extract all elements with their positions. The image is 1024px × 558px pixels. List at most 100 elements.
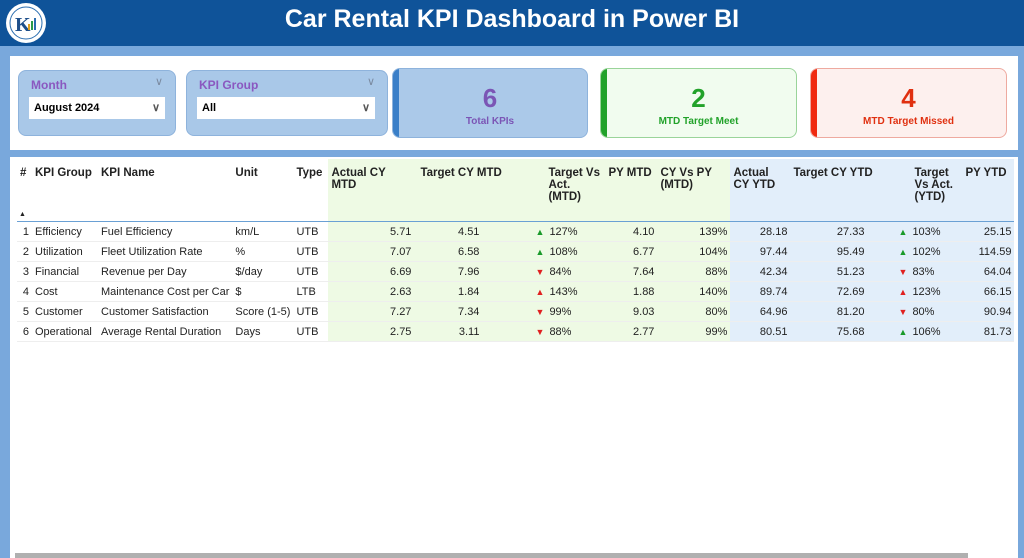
- triangle-up-icon: ▲: [898, 326, 908, 337]
- month-slicer: Month ∨ August 2024 ∨: [18, 70, 176, 136]
- kpi-group-dropdown[interactable]: All ∨: [197, 97, 375, 119]
- cell-acy-ytd: 42.34: [730, 261, 791, 282]
- column-header[interactable]: Target CY MTD: [414, 159, 528, 222]
- triangle-up-icon: ▲: [535, 226, 545, 237]
- cell-value: 88%: [549, 325, 572, 338]
- cell-tcy-mtd: 4.51: [414, 221, 528, 242]
- column-header[interactable]: Unit: [232, 159, 294, 222]
- kpi-table-panel: # ▲ KPI Group KPI Name Unit Type Actual CY MTD…: [10, 157, 1018, 558]
- cell-tcy-ytd: 95.49: [790, 241, 888, 262]
- cell-tva-mtd: ▼ 84%: [527, 261, 606, 282]
- triangle-up-icon: ▲: [898, 286, 908, 297]
- table-row[interactable]: 3 Financial Revenue per Day $/day UTB 6.69 7.9…: [17, 261, 1015, 282]
- column-header[interactable]: Type: [293, 159, 329, 222]
- cell-value: 103%: [912, 225, 941, 238]
- cell-n: 2: [17, 241, 32, 262]
- cell-type: UTB: [293, 221, 329, 242]
- cell-cvp-mtd: 140%: [657, 281, 731, 302]
- triangle-down-icon: ▼: [535, 306, 545, 317]
- cell-value: 83%: [912, 265, 935, 278]
- cell-tva-mtd: ▲ 108%: [527, 241, 606, 262]
- column-header[interactable]: CY Vs PY (MTD): [657, 159, 731, 222]
- triangle-down-icon: ▼: [535, 326, 545, 337]
- cell-tva-ytd: ▲ 103%: [887, 221, 963, 242]
- cell-n: 1: [17, 221, 32, 242]
- column-header[interactable]: Target Vs Act. (MTD): [527, 159, 606, 222]
- cell-group: Operational: [32, 321, 98, 342]
- filter-card-panel: Month ∨ August 2024 ∨ KPI Group ∨ All ∨ …: [10, 56, 1018, 150]
- cell-tcy-mtd: 7.96: [414, 261, 528, 282]
- table-row[interactable]: 2 Utilization Fleet Utilization Rate% UTB 7.…: [17, 241, 1015, 262]
- cell-tva-mtd: ▲ 127%: [527, 221, 606, 242]
- table-row[interactable]: 5 Customer Customer Satisfaction Score (1-5…: [17, 301, 1015, 322]
- month-label: Month: [31, 78, 67, 92]
- cell-name: Fleet Utilization Rate: [98, 241, 233, 262]
- total-kpis-label: Total KPIs: [465, 116, 515, 127]
- mtd-target-meet-card: 2 MTD Target Meet: [600, 68, 797, 138]
- triangle-up-icon: ▲: [535, 246, 545, 257]
- column-header[interactable]: PY MTD: [605, 159, 658, 222]
- cell-tcy-ytd: 27.33: [790, 221, 888, 242]
- cell-tcy-mtd: 3.11: [414, 321, 528, 342]
- cell-tcy-ytd: 72.69: [790, 281, 888, 302]
- cell-value: 102%: [912, 245, 941, 258]
- cell-py-ytd: 114.59: [962, 241, 1015, 262]
- cell-tcy-ytd: 51.23: [790, 261, 888, 282]
- cell-type: UTB: [293, 301, 329, 322]
- cell-py-ytd: 66.15: [962, 281, 1015, 302]
- total-kpis-value: 6: [482, 83, 498, 113]
- cell-py-ytd: 81.73: [962, 321, 1015, 342]
- cell-value: 108%: [549, 245, 578, 258]
- chevron-down-icon[interactable]: ∨: [154, 76, 163, 88]
- cell-name: Revenue per Day: [98, 261, 233, 282]
- cell-value: 123%: [912, 285, 941, 298]
- cell-tcy-mtd: 1.84: [414, 281, 528, 302]
- cell-value: 99%: [549, 305, 572, 318]
- cell-py-ytd: 25.15: [962, 221, 1015, 242]
- cell-py-mtd: 7.64: [605, 261, 658, 282]
- column-header[interactable]: KPI Name: [98, 159, 233, 222]
- cell-group: Financial: [32, 261, 98, 282]
- chevron-down-icon[interactable]: ∨: [366, 76, 375, 88]
- total-kpis-card: 6 Total KPIs: [392, 68, 588, 138]
- cell-tcy-ytd: 75.68: [790, 321, 888, 342]
- cell-name: Maintenance Cost per Car: [98, 281, 233, 302]
- column-header[interactable]: KPI Group: [32, 159, 98, 222]
- column-header[interactable]: Actual CY YTD: [730, 159, 791, 222]
- cell-tva-ytd: ▲ 106%: [887, 321, 963, 342]
- column-header[interactable]: # ▲: [17, 159, 32, 222]
- cell-type: UTB: [293, 241, 329, 262]
- cell-name: Fuel Efficiency: [98, 221, 233, 242]
- sort-ascending-icon[interactable]: ▲: [19, 211, 26, 218]
- cell-tcy-mtd: 7.34: [414, 301, 528, 322]
- cell-cvp-mtd: 104%: [657, 241, 731, 262]
- cell-acy-mtd: 5.71: [328, 221, 415, 242]
- cell-type: UTB: [293, 321, 329, 342]
- cell-py-mtd: 9.03: [605, 301, 658, 322]
- column-header[interactable]: Actual CY MTD: [328, 159, 415, 222]
- cell-name: Average Rental Duration: [98, 321, 233, 342]
- month-dropdown[interactable]: August 2024 ∨: [29, 97, 165, 119]
- cell-tva-mtd: ▼ 99%: [527, 301, 606, 322]
- cell-acy-mtd: 7.27: [328, 301, 415, 322]
- cell-group: Customer: [32, 301, 98, 322]
- cell-tva-ytd: ▼ 80%: [887, 301, 963, 322]
- cell-acy-mtd: 2.75: [328, 321, 415, 342]
- cell-type: LTB: [293, 281, 329, 302]
- header-bar: K Car Rental KPI Dashboard in Power BI: [0, 0, 1024, 46]
- horizontal-scrollbar[interactable]: [15, 553, 968, 558]
- cell-unit: %: [232, 241, 294, 262]
- column-header[interactable]: Target CY YTD: [790, 159, 888, 222]
- kpi-group-value: All: [202, 102, 217, 114]
- cell-tva-ytd: ▼ 83%: [887, 261, 963, 282]
- table-row[interactable]: 6 Operational Average Rental Duration Days U…: [17, 321, 1015, 342]
- cell-tva-mtd: ▲ 143%: [527, 281, 606, 302]
- mtd-target-meet-value: 2: [691, 83, 706, 113]
- table-row[interactable]: 1 Efficiency Fuel Efficiency km/L UTB 5.71 4.5…: [17, 221, 1015, 242]
- triangle-down-icon: ▼: [898, 306, 908, 317]
- column-header[interactable]: Target Vs Act. (YTD): [887, 159, 963, 222]
- cell-unit: Score (1-5): [232, 301, 294, 322]
- table-row[interactable]: 4 Cost Maintenance Cost per Car $ LTB 2.63 1.8…: [17, 281, 1015, 302]
- mtd-target-missed-label: MTD Target Missed: [863, 116, 954, 127]
- column-header[interactable]: PY YTD: [962, 159, 1015, 222]
